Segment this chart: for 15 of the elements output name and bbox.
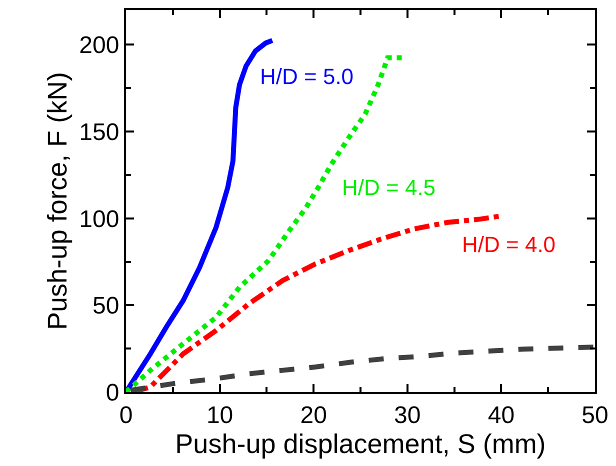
x-tick-label: 40 — [488, 402, 515, 429]
x-axis-title: Push-up displacement, S (mm) — [175, 428, 546, 459]
y-tick-label: 150 — [79, 118, 120, 146]
series-label: H/D = 4.5 — [342, 175, 436, 200]
x-tick-label: 30 — [394, 402, 421, 429]
y-axis-title: Push-up force, F (kN) — [42, 72, 73, 330]
y-tick-label: 0 — [106, 379, 120, 406]
y-tick-label: 200 — [79, 32, 120, 60]
x-tick-label: 20 — [300, 402, 327, 429]
y-tick-label: 100 — [79, 206, 120, 233]
x-tick-label: 10 — [206, 402, 234, 429]
x-tick-label: 50 — [582, 402, 608, 429]
y-tick-label: 50 — [92, 292, 120, 320]
series-label: H/D = 4.0 — [462, 232, 556, 257]
series-label: H/D = 5.0 — [260, 64, 354, 89]
